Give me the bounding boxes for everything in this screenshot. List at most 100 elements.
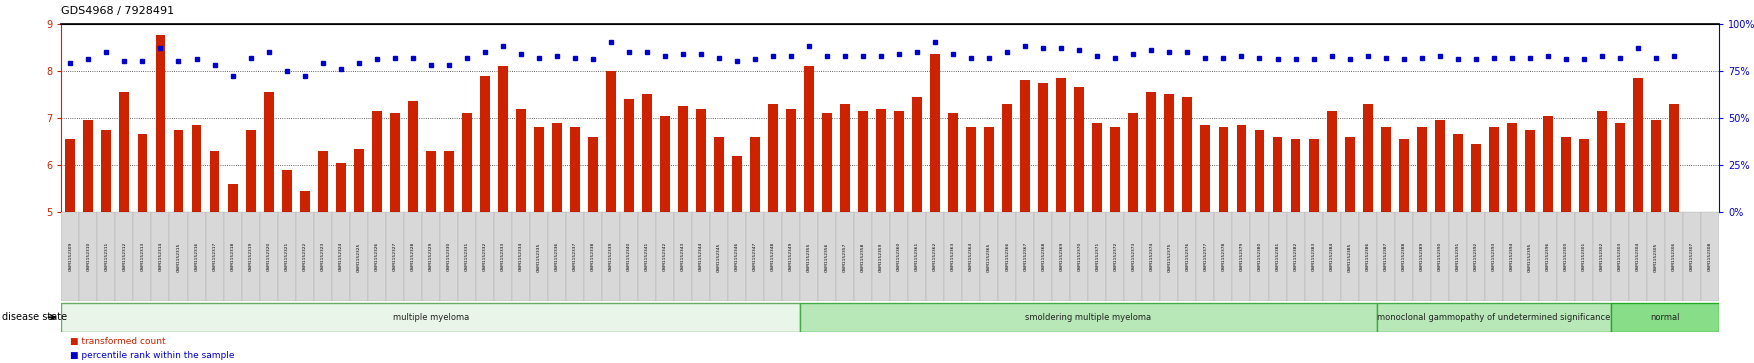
Text: GSM1152355: GSM1152355 bbox=[807, 242, 810, 272]
Bar bbox=[1268, 212, 1286, 301]
Text: GSM1152346: GSM1152346 bbox=[735, 242, 738, 272]
Text: GSM1152374: GSM1152374 bbox=[1149, 242, 1154, 272]
Bar bbox=[656, 212, 674, 301]
Bar bbox=[84, 120, 93, 212]
Bar bbox=[1380, 127, 1391, 212]
Text: GSM1152343: GSM1152343 bbox=[681, 242, 686, 272]
Bar bbox=[458, 212, 475, 301]
Bar bbox=[926, 212, 944, 301]
Text: GSM1152393: GSM1152393 bbox=[1491, 242, 1496, 272]
Text: GSM1152386: GSM1152386 bbox=[1366, 242, 1370, 272]
Text: GSM1152308: GSM1152308 bbox=[1708, 242, 1712, 272]
Bar bbox=[1394, 212, 1412, 301]
Text: GSM1152310: GSM1152310 bbox=[86, 242, 91, 272]
Text: GSM1152306: GSM1152306 bbox=[1672, 242, 1675, 272]
Text: GSM1152334: GSM1152334 bbox=[519, 242, 523, 272]
Bar bbox=[223, 212, 242, 301]
Text: GSM1152313: GSM1152313 bbox=[140, 242, 144, 272]
Text: GSM1152342: GSM1152342 bbox=[663, 242, 667, 272]
Bar bbox=[1398, 139, 1408, 212]
Text: GSM1152371: GSM1152371 bbox=[1094, 242, 1100, 272]
Text: GSM1152312: GSM1152312 bbox=[123, 242, 126, 272]
Bar bbox=[980, 212, 998, 301]
Bar bbox=[372, 111, 382, 212]
Bar bbox=[949, 113, 958, 212]
Bar bbox=[209, 151, 219, 212]
Bar bbox=[65, 139, 75, 212]
Text: normal: normal bbox=[1651, 313, 1680, 322]
Bar bbox=[1524, 130, 1535, 212]
Bar bbox=[1038, 82, 1049, 212]
Text: GSM1152385: GSM1152385 bbox=[1347, 242, 1352, 272]
Text: GSM1152365: GSM1152365 bbox=[988, 242, 991, 272]
Bar bbox=[786, 109, 796, 212]
Bar bbox=[1544, 115, 1552, 212]
Text: GSM1152384: GSM1152384 bbox=[1330, 242, 1333, 272]
Bar bbox=[1200, 125, 1210, 212]
Text: GSM1152366: GSM1152366 bbox=[1005, 242, 1009, 272]
Bar bbox=[349, 212, 368, 301]
Bar bbox=[98, 212, 116, 301]
Bar bbox=[944, 212, 963, 301]
Bar bbox=[1326, 111, 1337, 212]
Text: GSM1152368: GSM1152368 bbox=[1042, 242, 1045, 272]
Text: GSM1152324: GSM1152324 bbox=[339, 242, 342, 272]
Bar bbox=[1179, 212, 1196, 301]
Bar bbox=[119, 92, 130, 212]
Bar bbox=[1412, 212, 1431, 301]
Bar bbox=[1417, 127, 1426, 212]
Bar bbox=[1593, 212, 1610, 301]
Bar bbox=[1110, 127, 1121, 212]
Bar bbox=[679, 106, 688, 212]
Bar bbox=[1340, 212, 1359, 301]
Bar bbox=[553, 123, 561, 212]
Bar bbox=[693, 212, 710, 301]
Bar bbox=[1452, 134, 1463, 212]
Bar bbox=[440, 212, 458, 301]
Bar bbox=[1165, 94, 1175, 212]
Bar bbox=[877, 109, 886, 212]
Bar bbox=[696, 109, 705, 212]
Bar bbox=[1647, 212, 1665, 301]
Text: GSM1152329: GSM1152329 bbox=[428, 242, 433, 272]
Bar bbox=[605, 71, 616, 212]
Bar bbox=[891, 212, 909, 301]
Bar bbox=[1075, 87, 1084, 212]
Bar bbox=[817, 212, 837, 301]
Bar bbox=[963, 212, 980, 301]
Text: GSM1152328: GSM1152328 bbox=[410, 242, 414, 272]
Bar bbox=[174, 130, 184, 212]
Bar bbox=[1561, 137, 1572, 212]
Text: GSM1152318: GSM1152318 bbox=[230, 242, 235, 272]
Bar bbox=[1466, 212, 1484, 301]
Bar bbox=[1668, 104, 1679, 212]
Text: GSM1152376: GSM1152376 bbox=[1186, 242, 1189, 272]
Bar bbox=[1665, 212, 1682, 301]
Text: GSM1152370: GSM1152370 bbox=[1077, 242, 1080, 272]
Text: GSM1152340: GSM1152340 bbox=[626, 242, 631, 272]
Bar bbox=[1435, 120, 1445, 212]
Text: GSM1152391: GSM1152391 bbox=[1456, 242, 1459, 272]
Text: GSM1152395: GSM1152395 bbox=[1528, 242, 1531, 272]
Text: GSM1152305: GSM1152305 bbox=[1654, 242, 1658, 272]
Bar bbox=[1016, 212, 1035, 301]
Text: GSM1152303: GSM1152303 bbox=[1617, 242, 1622, 272]
Bar bbox=[1128, 113, 1138, 212]
Text: GSM1152316: GSM1152316 bbox=[195, 242, 198, 272]
Bar bbox=[1021, 80, 1030, 212]
Bar bbox=[1147, 92, 1156, 212]
Bar bbox=[332, 212, 349, 301]
Text: GSM1152372: GSM1152372 bbox=[1114, 242, 1117, 272]
Bar bbox=[1291, 139, 1300, 212]
Bar bbox=[300, 191, 309, 212]
Text: GSM1152363: GSM1152363 bbox=[951, 242, 956, 272]
Bar bbox=[133, 212, 151, 301]
Bar bbox=[1596, 111, 1607, 212]
Bar bbox=[1629, 212, 1647, 301]
Bar bbox=[768, 104, 779, 212]
Bar bbox=[1558, 212, 1575, 301]
Bar bbox=[263, 92, 274, 212]
Bar bbox=[1254, 130, 1265, 212]
Bar bbox=[837, 212, 854, 301]
Text: GSM1152337: GSM1152337 bbox=[574, 242, 577, 272]
